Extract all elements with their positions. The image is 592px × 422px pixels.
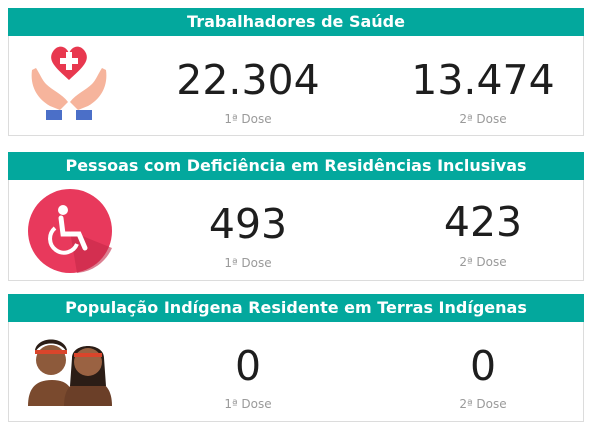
dose-value: 0 <box>383 344 583 388</box>
card-title: População Indígena Residente em Terras I… <box>8 294 584 322</box>
dose-label: 1ª Dose <box>148 112 348 126</box>
dose-label: 2ª Dose <box>383 112 583 126</box>
dose-label: 1ª Dose <box>148 397 348 411</box>
accessibility-icon <box>27 188 113 274</box>
dose-label: 1ª Dose <box>148 256 348 270</box>
dose-value: 13.474 <box>383 58 583 102</box>
dose-label: 2ª Dose <box>383 255 583 269</box>
dose-value: 0 <box>148 344 348 388</box>
dose-label: 2ª Dose <box>383 397 583 411</box>
dose-value: 423 <box>383 200 583 244</box>
page: {"cards": [ {"title": "Trabalhadores de … <box>0 0 592 416</box>
health-icon <box>26 40 112 124</box>
dose-value: 22.304 <box>148 58 348 102</box>
card-title: Trabalhadores de Saúde <box>8 8 584 36</box>
card-title: Pessoas com Deficiência em Residências I… <box>8 152 584 180</box>
indigenous-icon <box>24 336 114 406</box>
dose-value: 493 <box>148 202 348 246</box>
